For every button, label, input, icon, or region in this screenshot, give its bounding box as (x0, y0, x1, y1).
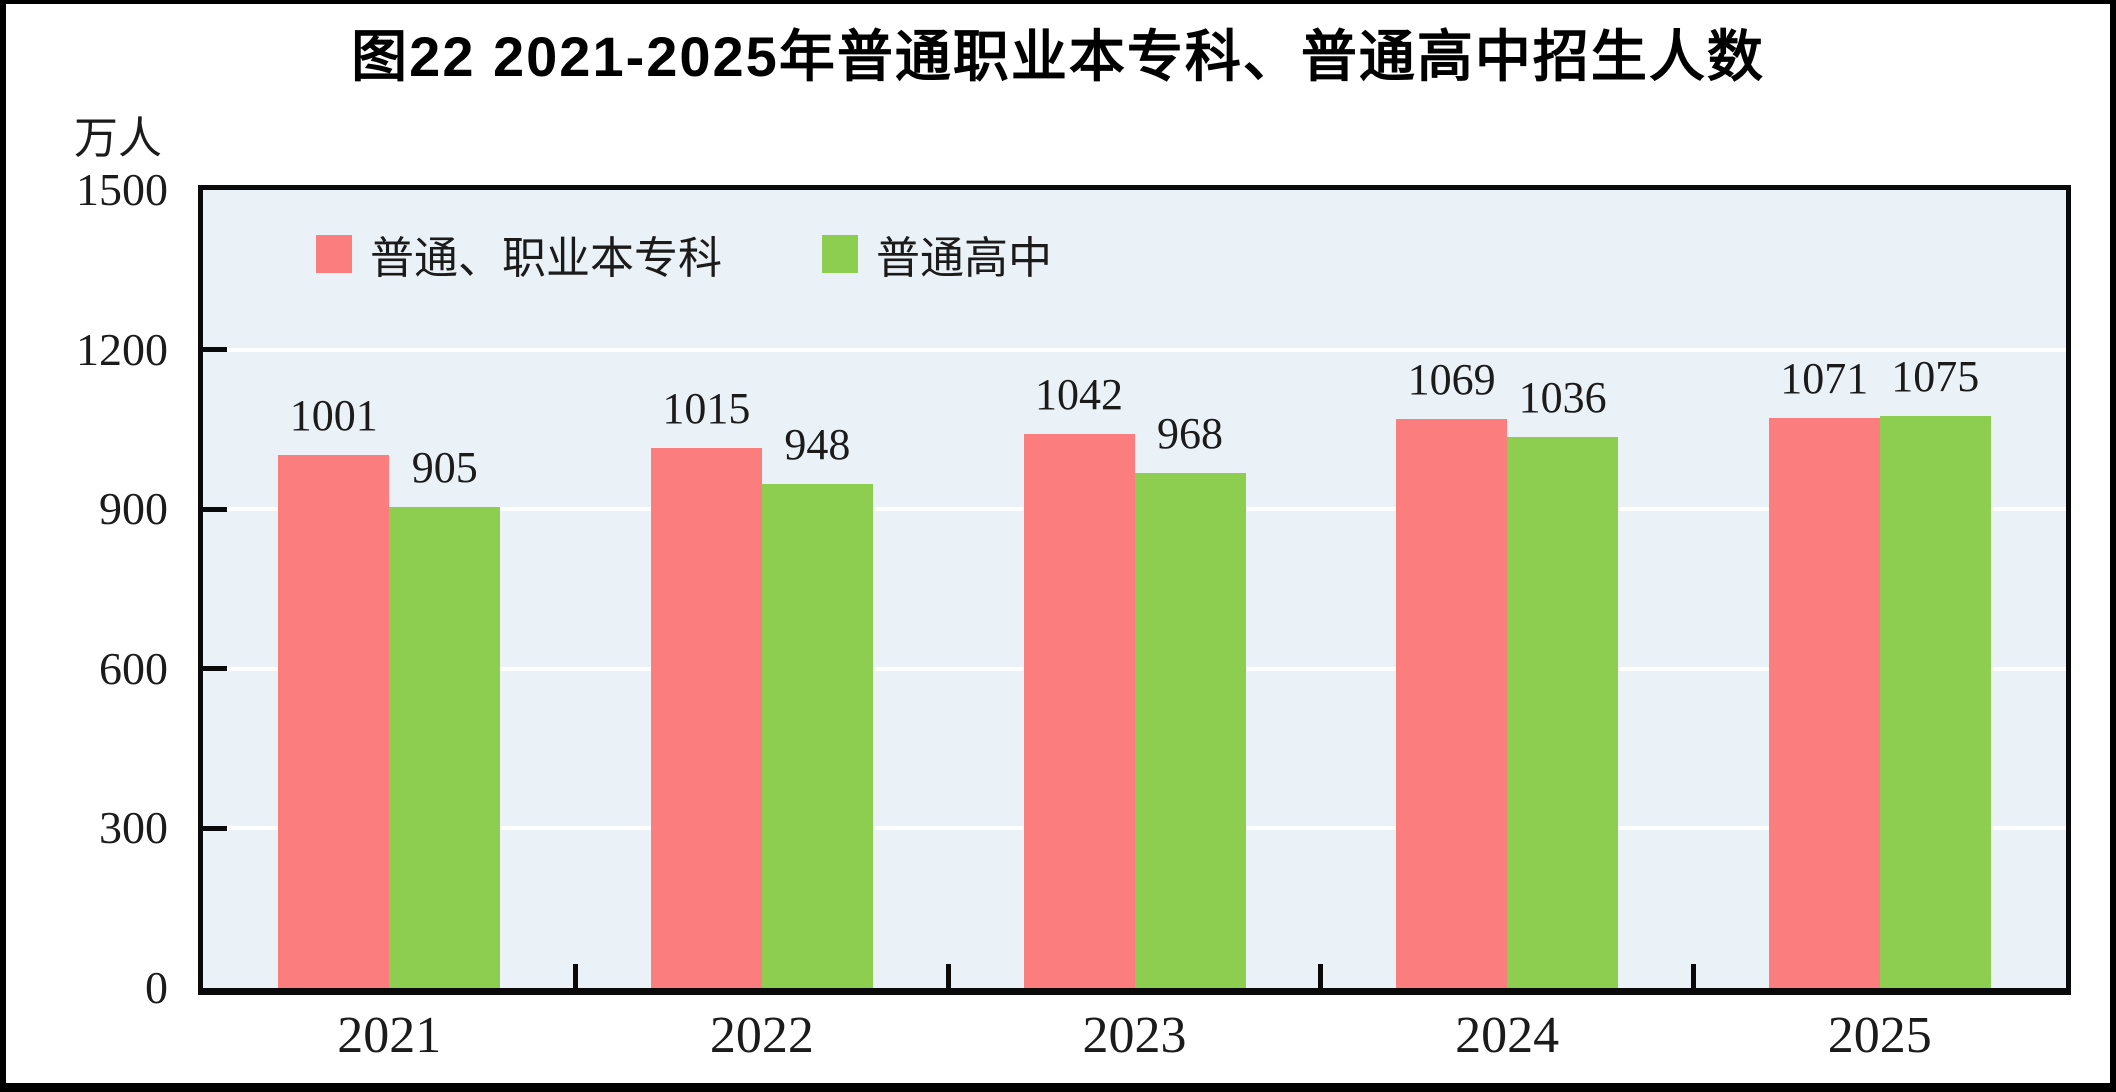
bar-普通高中-2023 (1134, 473, 1246, 988)
bar-value-label: 1001 (289, 391, 378, 441)
gridline-1200 (203, 347, 2066, 352)
y-axis-tick-1200 (203, 347, 227, 353)
y-axis-tick-label: 900 (99, 483, 168, 535)
x-axis-tick (1318, 964, 1324, 988)
bar-普通、职业本专科-2021 (278, 455, 390, 988)
x-axis-category-label: 2022 (709, 1007, 814, 1064)
x-axis-category-label: 2024 (1455, 1007, 1560, 1064)
y-axis-tick-900 (203, 506, 227, 512)
bar-普通、职业本专科-2022 (650, 448, 762, 988)
bar-普通高中-2024 (1507, 436, 1619, 988)
y-axis-tick-300 (203, 825, 227, 831)
x-axis-tick (573, 964, 579, 988)
x-axis-category-label: 2023 (1082, 1007, 1187, 1064)
y-axis-unit-label: 万人 (74, 114, 162, 163)
legend-label-1: 普通、职业本专科 (370, 234, 722, 283)
bar-普通、职业本专科-2024 (1396, 419, 1508, 988)
plot-area: 1001 905 1015 948 1042 968 1069 1036 1071 1075 (198, 185, 2071, 995)
y-axis-tick-label: 0 (145, 962, 168, 1013)
bar-value-label: 1036 (1518, 372, 1607, 422)
legend-item-2: 普通高中 (822, 222, 1052, 286)
legend-item-1: 普通、职业本专科 (316, 222, 722, 286)
bar-value-label: 905 (411, 442, 478, 492)
legend-swatch-1 (316, 235, 352, 273)
legend: 普通、职业本专科 普通高中 (316, 222, 1052, 286)
plot-inner: 1001 905 1015 948 1042 968 1069 1036 1071 1075 (203, 190, 2066, 988)
x-axis-category-label: 2021 (337, 1007, 442, 1064)
bar-普通、职业本专科-2023 (1023, 433, 1135, 988)
x-axis-tick (945, 964, 951, 988)
chart-title: 图22 2021-2025年普通职业本专科、普通高中招生人数 (351, 25, 1765, 88)
bar-value-label: 1069 (1407, 355, 1496, 405)
y-axis-tick-label: 600 (99, 642, 168, 694)
x-axis-category-label: 2025 (1827, 1007, 1932, 1064)
bar-value-label: 1042 (1035, 369, 1123, 419)
x-axis-tick (1690, 964, 1696, 988)
bar-普通高中-2022 (761, 483, 873, 988)
y-axis-tick-label: 1200 (76, 323, 168, 375)
bar-value-label: 1075 (1891, 352, 1980, 402)
legend-swatch-2 (822, 235, 858, 273)
bar-普通高中-2025 (1879, 416, 1991, 988)
y-axis-tick-label: 300 (99, 802, 168, 854)
bar-普通、职业本专科-2025 (1768, 418, 1880, 988)
bar-value-label: 1015 (662, 384, 751, 434)
bar-value-label: 1071 (1780, 354, 1869, 404)
y-axis-tick-600 (203, 666, 227, 672)
legend-label-2: 普通高中 (876, 234, 1052, 283)
y-axis-tick-label: 1500 (76, 164, 168, 215)
bar-普通高中-2021 (389, 506, 501, 988)
bar-value-label: 968 (1157, 409, 1223, 459)
bar-value-label: 948 (784, 419, 851, 469)
